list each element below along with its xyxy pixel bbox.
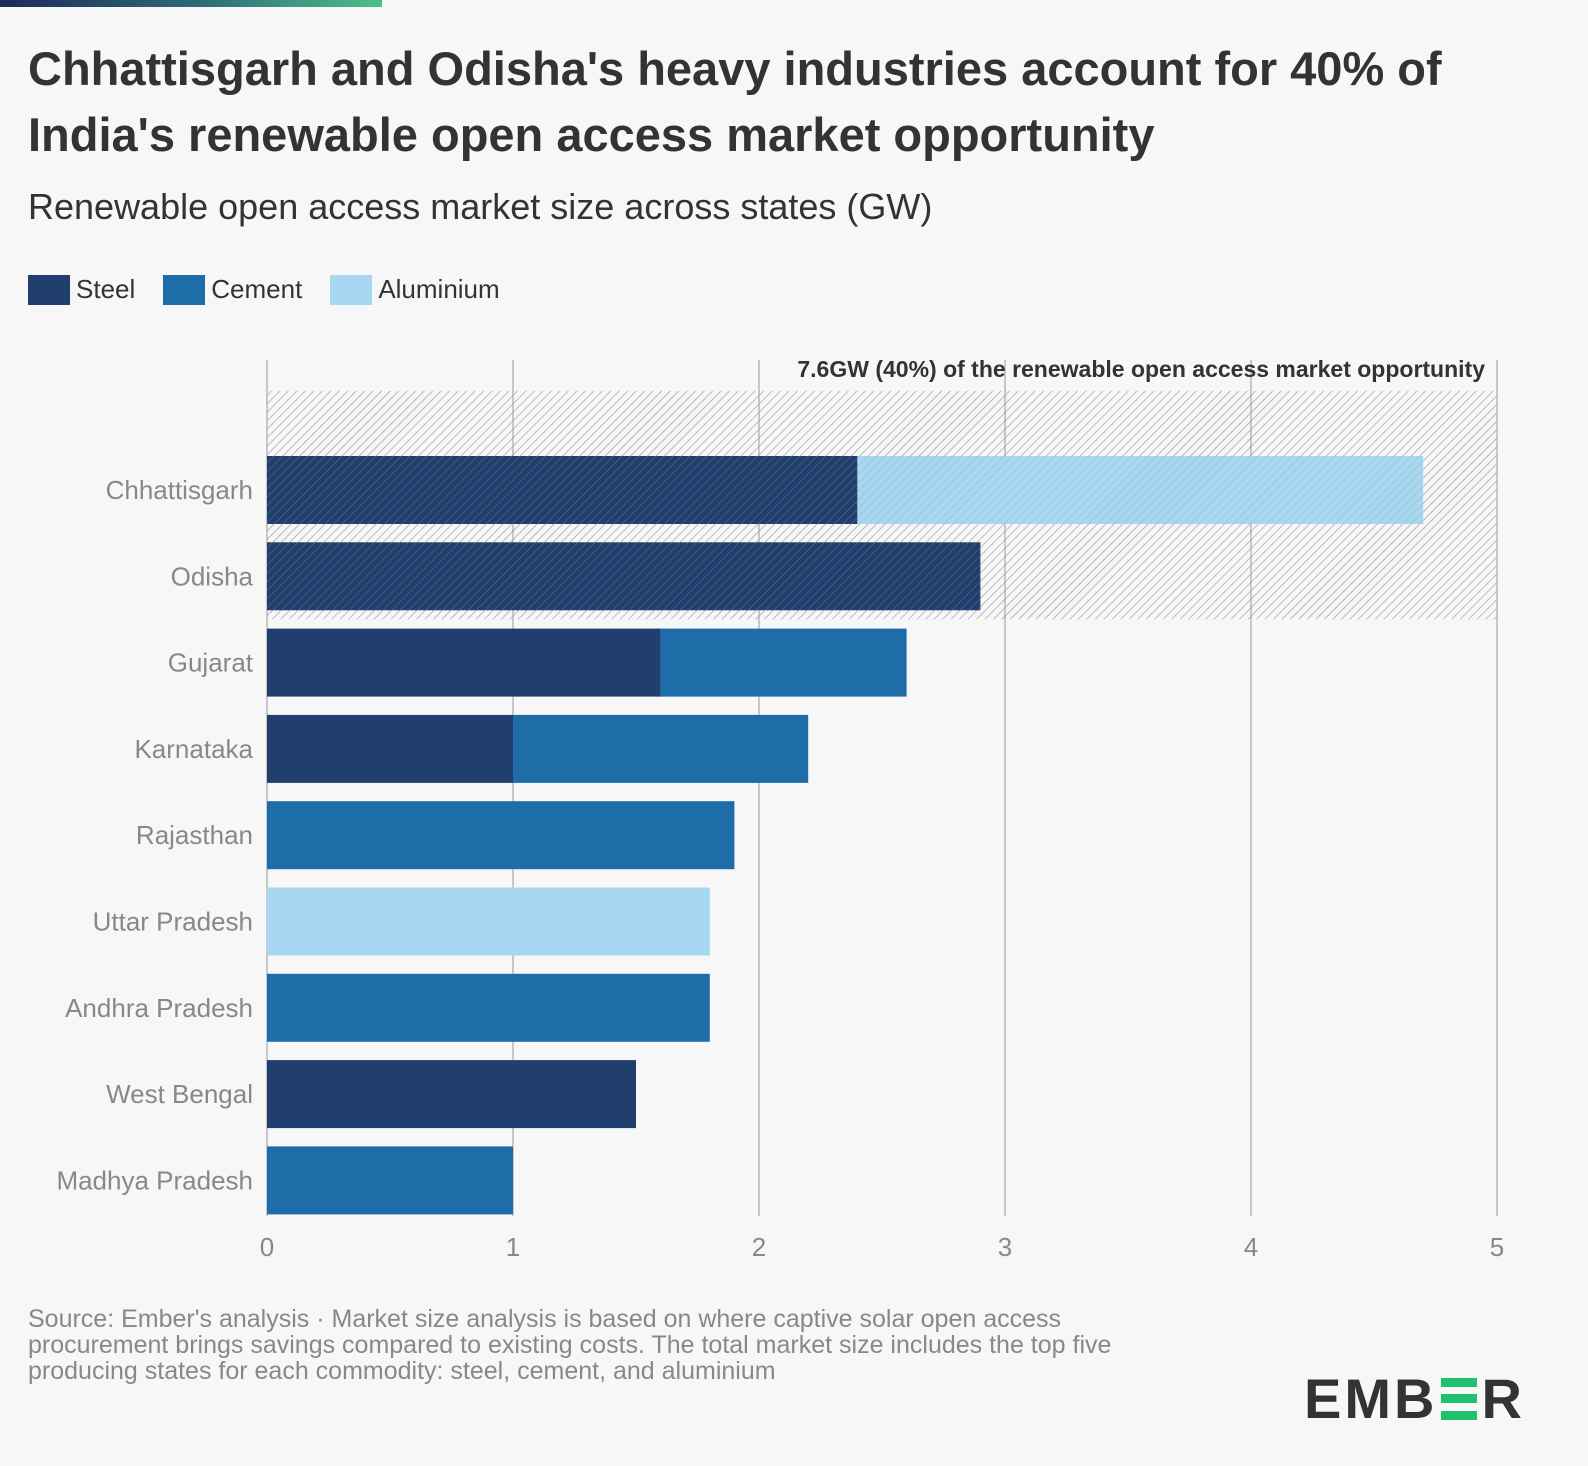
- x-tick-label: 4: [1244, 1232, 1258, 1262]
- category-label: Andhra Pradesh: [65, 993, 253, 1023]
- top-accent-bar: [0, 0, 382, 7]
- bar-steel-gujarat: [267, 628, 661, 697]
- x-tick-label: 5: [1490, 1232, 1504, 1262]
- x-tick-label: 0: [260, 1232, 274, 1262]
- category-labels: Chhattisgarh Odisha Gujarat Karnataka Rajast…: [56, 475, 253, 1195]
- logo-text-suffix: R: [1481, 1367, 1525, 1430]
- legend-item-steel: Steel: [28, 274, 135, 305]
- category-label: Chhattisgarh: [106, 475, 253, 505]
- highlight-overlay: [267, 456, 1424, 611]
- x-tick-label: 1: [506, 1232, 520, 1262]
- legend-item-aluminium: Aluminium: [330, 274, 500, 305]
- bar-hatch-overlay: [267, 456, 858, 524]
- category-label: Gujarat: [168, 648, 254, 678]
- bar-hatch-overlay: [857, 456, 1424, 524]
- legend-label-cement: Cement: [211, 274, 303, 304]
- legend-item-cement: Cement: [163, 274, 302, 305]
- legend-swatch-aluminium: [330, 274, 373, 305]
- bar-hatch-overlay: [267, 542, 981, 611]
- bar-cement-rajasthan: [267, 801, 735, 870]
- bar-steel-karnataka: [267, 714, 513, 783]
- bar-cement-gujarat: [660, 628, 907, 697]
- chart-subtitle: Renewable open access market size across…: [28, 186, 933, 227]
- chart-title: Chhattisgarh and Odisha's heavy industri…: [28, 42, 1442, 161]
- legend-swatch-cement: [163, 274, 206, 305]
- category-label: Karnataka: [134, 734, 253, 764]
- legend: Steel Cement Aluminium: [28, 274, 528, 305]
- bar-aluminium-uttar-pradesh: [267, 887, 710, 956]
- logo-e-mark: [1441, 1377, 1478, 1420]
- legend-label-steel: Steel: [76, 274, 136, 304]
- category-label: Uttar Pradesh: [93, 907, 253, 937]
- source-note: Source: Ember's analysis · Market size a…: [28, 1305, 1112, 1385]
- x-tick-label: 2: [752, 1232, 766, 1262]
- ember-logo: EMB R: [1304, 1366, 1525, 1431]
- highlight-annotation: 7.6GW (40%) of the renewable open access…: [797, 356, 1485, 382]
- bar-cement-andhra-pradesh: [267, 973, 710, 1042]
- category-label: Odisha: [171, 561, 254, 591]
- logo-text-prefix: EMB: [1304, 1367, 1438, 1430]
- bar-chart: 7.6GW (40%) of the renewable open access…: [56, 356, 1504, 1262]
- legend-swatch-steel: [28, 274, 70, 305]
- x-tick-label: 3: [998, 1232, 1012, 1262]
- category-label: Madhya Pradesh: [56, 1165, 253, 1195]
- bar-cement-madhya-pradesh: [267, 1146, 513, 1215]
- legend-label-aluminium: Aluminium: [378, 274, 500, 304]
- bar-steel-west-bengal: [267, 1060, 636, 1129]
- bar-cement-karnataka: [513, 714, 809, 783]
- category-label: Rajasthan: [136, 820, 253, 850]
- category-label: West Bengal: [106, 1079, 253, 1109]
- x-tick-labels: 0 1 2 3 4 5: [260, 1232, 1504, 1262]
